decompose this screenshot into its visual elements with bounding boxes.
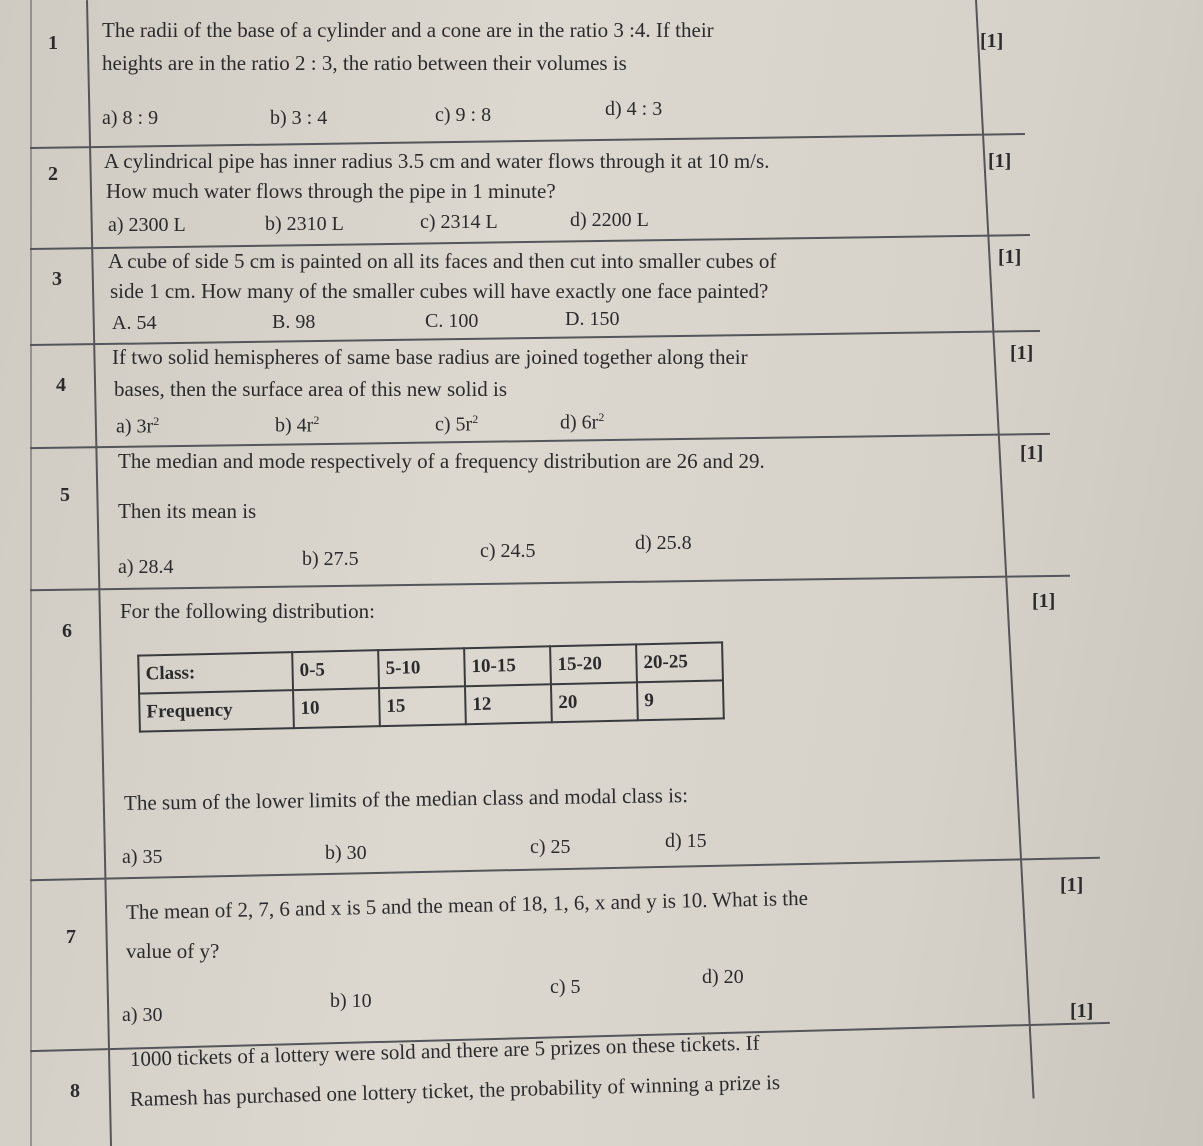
question-text: Then its mean is bbox=[118, 499, 257, 523]
option: a) 28.4 bbox=[118, 556, 174, 578]
option: c) 5 bbox=[550, 976, 581, 998]
question-text: heights are in the ratio 2 : 3, the rati… bbox=[102, 51, 627, 75]
question-text: How much water flows through the pipe in… bbox=[106, 179, 556, 203]
question-text: side 1 cm. How many of the smaller cubes… bbox=[110, 279, 769, 303]
option: a) 8 : 9 bbox=[102, 107, 159, 129]
question-number: 4 bbox=[56, 374, 66, 396]
question-text: A cylindrical pipe has inner radius 3.5 … bbox=[104, 149, 770, 173]
question-marks: [1] bbox=[988, 150, 1012, 172]
option: b) 10 bbox=[330, 990, 372, 1012]
option: c) 9 : 8 bbox=[435, 104, 492, 126]
question-number: 1 bbox=[48, 32, 58, 54]
option: b) 3 : 4 bbox=[270, 107, 328, 129]
option: a) 2300 L bbox=[108, 214, 186, 236]
question-number: 2 bbox=[48, 163, 58, 185]
question-marks: [1] bbox=[1010, 342, 1034, 364]
question-marks: [1] bbox=[980, 30, 1004, 52]
question-marks: [1] bbox=[1020, 442, 1044, 464]
question-number: 7 bbox=[66, 926, 76, 948]
option: c) 2314 L bbox=[420, 211, 498, 233]
question-text: A cube of side 5 cm is painted on all it… bbox=[108, 249, 777, 273]
table-cell: 10 bbox=[293, 688, 380, 729]
table-cell: 15-20 bbox=[550, 644, 637, 685]
table-cell: Frequency bbox=[139, 690, 294, 732]
option: a) 3r2 bbox=[116, 414, 160, 438]
option: b) 4r2 bbox=[275, 413, 320, 437]
option: B. 98 bbox=[272, 311, 316, 333]
option: d) 6r2 bbox=[560, 410, 605, 434]
question-text: The median and mode respectively of a fr… bbox=[118, 449, 765, 473]
question-text: The radii of the base of a cylinder and … bbox=[102, 18, 714, 42]
question-text: value of y? bbox=[126, 939, 220, 963]
option: D. 150 bbox=[565, 308, 620, 330]
question-text: The mean of 2, 7, 6 and x is 5 and the m… bbox=[125, 885, 809, 925]
option: c) 25 bbox=[530, 836, 571, 858]
question-number: 8 bbox=[70, 1080, 80, 1102]
option: d) 4 : 3 bbox=[605, 98, 663, 120]
question-text: Ramesh has purchased one lottery ticket,… bbox=[129, 1069, 781, 1111]
question-text: 1000 tickets of a lottery were sold and … bbox=[129, 1030, 760, 1071]
table-cell: 15 bbox=[379, 686, 466, 727]
table-cell: 10-15 bbox=[464, 646, 551, 687]
option: c) 24.5 bbox=[480, 540, 536, 562]
option: c) 5r2 bbox=[435, 412, 479, 436]
option: C. 100 bbox=[425, 310, 479, 332]
option: b) 30 bbox=[325, 842, 367, 864]
table-cell: Class: bbox=[138, 652, 294, 694]
question-marks: [1] bbox=[1070, 1000, 1094, 1022]
option: a) 35 bbox=[122, 846, 163, 868]
question-number: 6 bbox=[62, 620, 72, 642]
table-cell: 20 bbox=[550, 682, 638, 723]
left-border bbox=[30, 0, 32, 1146]
table-cell: 9 bbox=[636, 680, 724, 721]
option: d) 2200 L bbox=[570, 209, 649, 231]
option: b) 27.5 bbox=[302, 548, 359, 570]
question-text: If two solid hemispheres of same base ra… bbox=[112, 345, 748, 369]
table-cell: 20-25 bbox=[636, 642, 723, 683]
option: b) 2310 L bbox=[265, 213, 344, 235]
question-marks: [1] bbox=[998, 246, 1022, 268]
table-cell: 5-10 bbox=[378, 648, 465, 689]
option: d) 20 bbox=[702, 966, 744, 988]
table-cell: 12 bbox=[464, 684, 552, 725]
row-divider bbox=[30, 856, 1100, 882]
question-marks: [1] bbox=[1060, 874, 1084, 896]
question-text: bases, then the surface area of this new… bbox=[114, 377, 508, 401]
option: d) 15 bbox=[665, 830, 707, 852]
option: A. 54 bbox=[112, 312, 157, 334]
question-marks: [1] bbox=[1032, 590, 1056, 612]
question-number: 3 bbox=[52, 268, 62, 290]
question-text: The sum of the lower limits of the media… bbox=[123, 783, 689, 815]
option: a) 30 bbox=[122, 1004, 163, 1026]
table-cell: 0-5 bbox=[292, 650, 380, 691]
option: d) 25.8 bbox=[635, 532, 692, 554]
question-number: 5 bbox=[60, 484, 70, 506]
row-divider bbox=[30, 574, 1070, 592]
question-text: For the following distribution: bbox=[120, 599, 375, 623]
frequency-table: Class: 0-5 5-10 10-15 15-20 20-25 Freque… bbox=[137, 641, 725, 732]
